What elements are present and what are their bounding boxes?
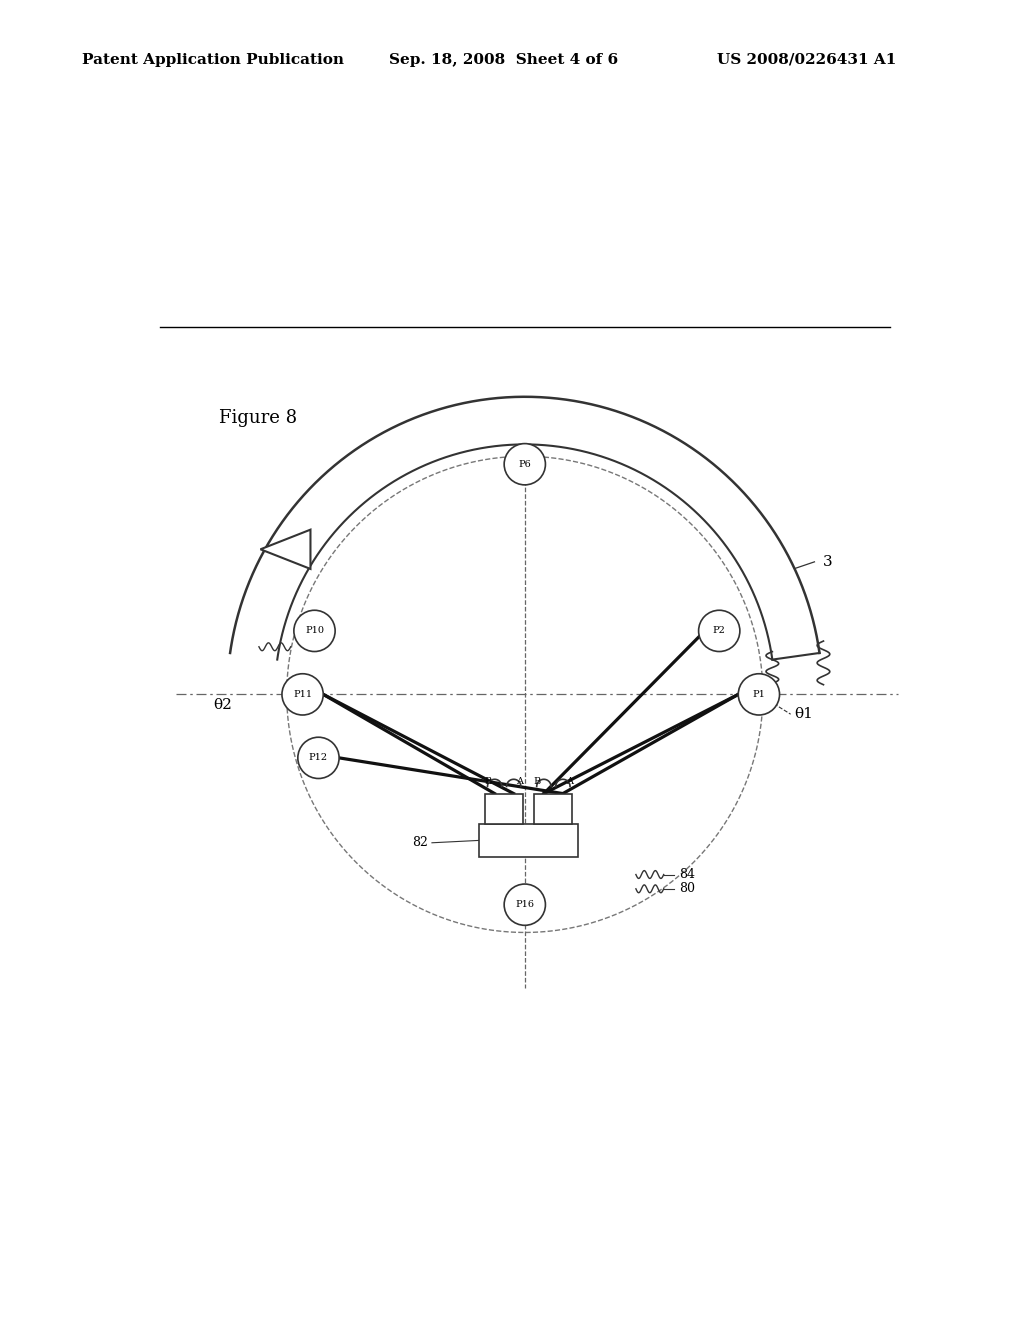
Text: P2: P2 [713,627,726,635]
Text: P11: P11 [293,690,312,698]
Text: P16: P16 [515,900,535,909]
Text: 84: 84 [680,869,695,880]
Text: US 2008/0226431 A1: US 2008/0226431 A1 [717,53,896,67]
Text: P12: P12 [309,754,328,763]
Circle shape [294,610,335,652]
Text: 80: 80 [680,882,695,895]
Text: Figure 8: Figure 8 [219,409,297,426]
Text: A: A [516,776,523,785]
Text: B: B [484,776,492,785]
Text: P6: P6 [518,459,531,469]
Bar [535,793,572,824]
Circle shape [282,673,324,715]
Circle shape [738,673,779,715]
Polygon shape [260,529,310,569]
Text: A: A [565,776,572,785]
Bar [479,824,579,857]
Text: 3: 3 [822,554,833,569]
Circle shape [504,884,546,925]
Text: P1: P1 [753,690,765,698]
Circle shape [298,738,339,779]
Text: θ2: θ2 [214,698,232,711]
Text: Sep. 18, 2008  Sheet 4 of 6: Sep. 18, 2008 Sheet 4 of 6 [389,53,618,67]
Circle shape [698,610,740,652]
Bar [485,793,523,824]
Text: 82: 82 [412,837,428,849]
Polygon shape [230,397,819,660]
Text: θ1: θ1 [795,708,813,721]
Text: B: B [534,776,541,785]
Text: Patent Application Publication: Patent Application Publication [82,53,344,67]
Text: P10: P10 [305,627,324,635]
Circle shape [504,444,546,484]
